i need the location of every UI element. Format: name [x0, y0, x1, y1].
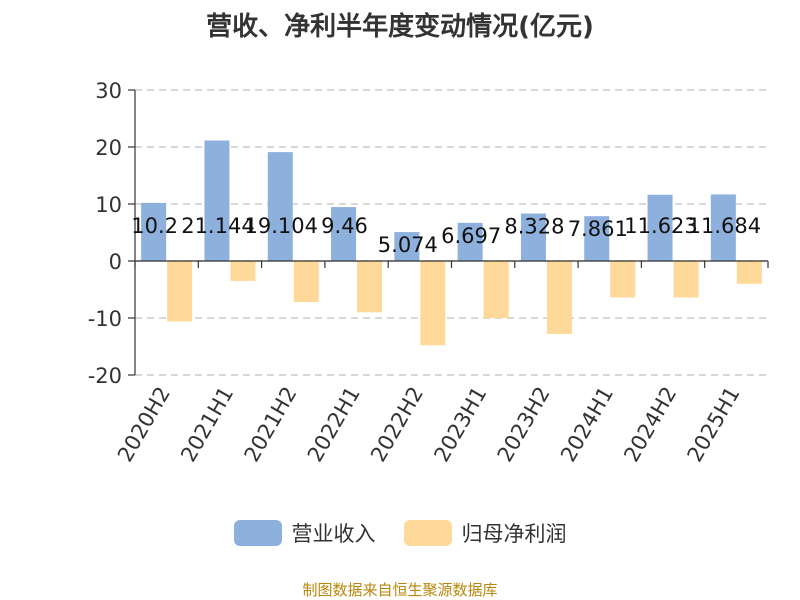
x-tick-label: 2023H1	[429, 383, 491, 467]
legend-item-net-profit[interactable]: 归母净利润	[403, 518, 567, 548]
data-label-revenue: 21.144	[181, 214, 254, 238]
data-label-revenue: 7.861	[568, 217, 628, 241]
data-label-revenue: 5.074	[378, 233, 438, 257]
bar-revenue	[584, 216, 610, 261]
chart-title: 营收、净利半年度变动情况(亿元)	[206, 12, 594, 42]
legend-label-revenue: 营业收入	[291, 522, 376, 546]
bar-net-profit	[357, 261, 383, 313]
y-tick-label: 0	[109, 250, 122, 274]
y-tick-label: 20	[95, 136, 122, 160]
data-label-revenue: 11.623	[624, 214, 697, 238]
bar-net-profit	[673, 261, 699, 298]
bar-net-profit	[736, 261, 762, 284]
bar-revenue	[204, 140, 230, 261]
bar-net-profit	[230, 261, 256, 281]
bar-revenue	[520, 213, 546, 261]
bar-revenue	[331, 207, 357, 261]
y-tick-label: 10	[95, 193, 122, 217]
x-tick-label: 2024H1	[556, 383, 618, 467]
data-label-revenue: 11.684	[688, 214, 761, 238]
legend: 营业收入 归母净利润	[0, 518, 800, 548]
bar-net-profit	[610, 261, 636, 298]
bar-net-profit	[483, 261, 509, 318]
bar-revenue	[394, 232, 420, 261]
y-tick-label: -10	[88, 307, 122, 331]
legend-label-net-profit: 归母净利润	[461, 522, 567, 546]
x-tick-label: 2021H2	[239, 383, 301, 467]
x-tick-label: 2023H2	[493, 383, 555, 467]
bar-net-profit	[420, 261, 446, 346]
bar-revenue	[141, 202, 167, 261]
data-label-revenue: 9.46	[321, 214, 368, 238]
y-tick-label: -20	[88, 364, 122, 388]
x-tick-label: 2024H2	[619, 383, 681, 467]
bars	[141, 140, 762, 346]
source-note: 制图数据来自恒生聚源数据库	[302, 581, 498, 599]
data-label-revenue: 19.104	[245, 214, 318, 238]
bar-revenue	[710, 194, 736, 261]
bar-revenue	[647, 194, 673, 261]
bar-net-profit	[293, 261, 319, 303]
bar-revenue	[457, 222, 483, 261]
bar-net-profit	[167, 261, 193, 322]
bar-net-profit	[546, 261, 572, 334]
bar-revenue	[267, 152, 293, 261]
x-tick-label: 2022H1	[303, 383, 365, 467]
x-tick-label: 2022H2	[366, 383, 428, 467]
x-tick-label: 2025H1	[683, 383, 745, 467]
data-label-revenue: 8.328	[504, 215, 564, 239]
legend-swatch-revenue	[233, 520, 282, 546]
x-tick-label: 2021H1	[176, 383, 238, 467]
y-tick-label: 30	[95, 79, 122, 103]
data-label-revenue: 6.697	[441, 224, 501, 248]
data-label-revenue: 10.2	[131, 214, 178, 238]
x-tick-label: 2020H2	[113, 383, 175, 467]
legend-swatch-net-profit	[403, 520, 452, 546]
legend-item-revenue[interactable]: 营业收入	[233, 518, 376, 548]
